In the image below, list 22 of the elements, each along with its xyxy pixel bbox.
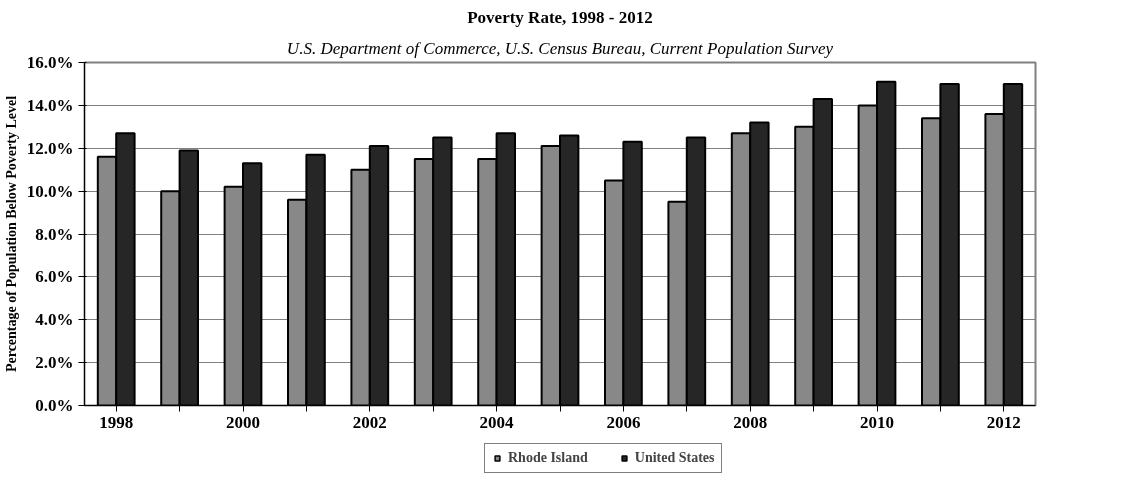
y-tick-label: 10.0%: [26, 181, 74, 201]
x-tick-label: 2002: [352, 412, 387, 432]
x-tick-label: 2012: [986, 412, 1021, 432]
x-tick-label: 2004: [479, 412, 515, 432]
y-tick-label: 6.0%: [35, 267, 74, 287]
x-tick-label: 2010: [860, 412, 894, 432]
x-tick-label: 1998: [99, 412, 134, 432]
x-tick-label: 2006: [606, 412, 641, 432]
y-tick-label: 4.0%: [35, 310, 74, 330]
y-tick-label: 14.0%: [26, 95, 74, 115]
chart-title: Poverty Rate, 1998 - 2012: [467, 7, 653, 27]
y-tick-label: 0.0%: [35, 396, 74, 415]
chart-subtitle: U.S. Department of Commerce, U.S. Census Bureau, Current Population Survey: [286, 38, 834, 58]
legend-label: United States: [634, 450, 715, 466]
y-axis-title: Percentage of Population Below Poverty Level: [3, 95, 19, 373]
y-tick-label: 16.0%: [26, 53, 74, 72]
y-tick-label: 8.0%: [35, 224, 74, 244]
y-tick-label: 12.0%: [26, 138, 74, 158]
y-tick-label: 2.0%: [35, 353, 74, 373]
x-tick-label: 2008: [733, 412, 768, 432]
legend-label: Rhode Island: [508, 450, 588, 466]
x-tick-label: 2000: [226, 412, 260, 432]
